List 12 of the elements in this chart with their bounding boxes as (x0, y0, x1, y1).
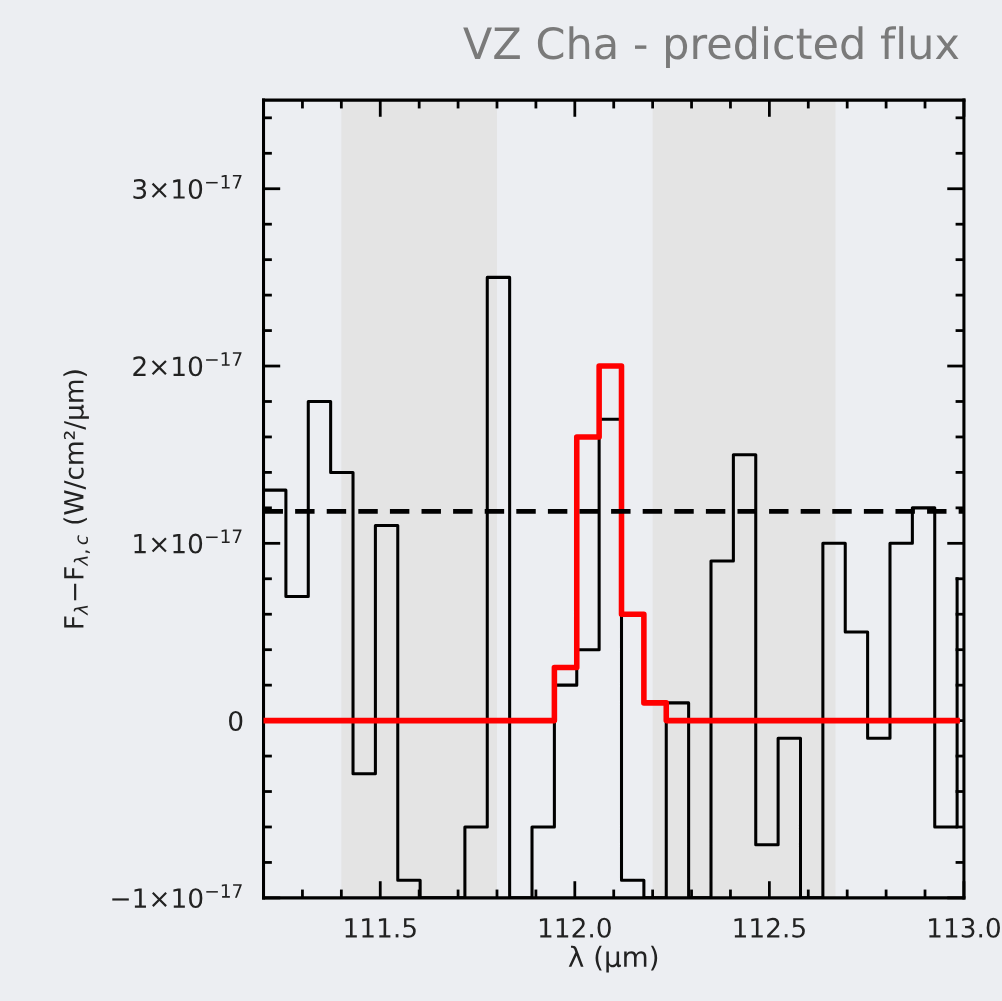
x-tick-label: 113.0 (929, 917, 1000, 938)
x-tick-label: 112.5 (734, 917, 805, 938)
y-tick-label: −1×10$^{−17}$ (112, 884, 242, 909)
x-axis-title: λ (μm) (568, 945, 658, 973)
y-axis-title: F$_{λ}$−F$_{λ,c}$ (W/cm²/μm) (63, 370, 90, 628)
y-tick-label: 3×10$^{−17}$ (133, 175, 242, 199)
x-tick-label: 112.0 (539, 917, 611, 938)
x-tick-label: 111.5 (345, 918, 416, 938)
y-tick-label: 1×10$^{−17}$ (134, 529, 242, 554)
y-tick-label: 0 (229, 711, 243, 732)
y-tick-label: 2×10$^{−17}$ (133, 352, 242, 377)
chart-title: VZ Cha - predicted flux (463, 26, 959, 68)
